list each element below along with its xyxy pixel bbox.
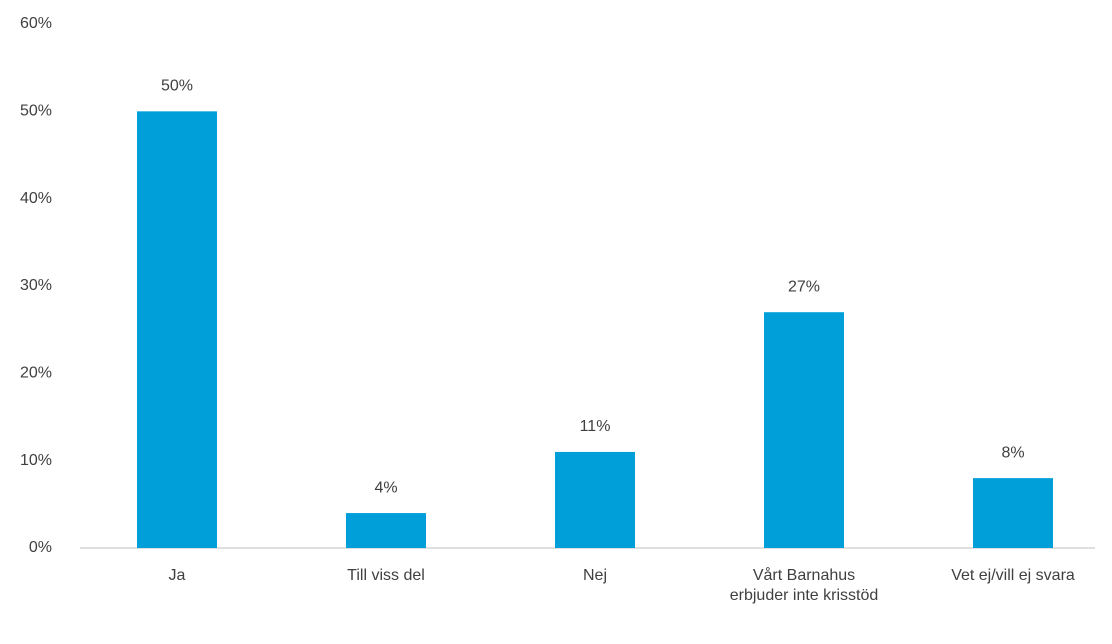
bar — [555, 451, 635, 548]
bar — [346, 513, 426, 548]
y-tick-label: 20% — [20, 365, 52, 382]
y-tick-label: 0% — [29, 539, 52, 556]
y-tick-label: 10% — [20, 452, 52, 469]
bar — [137, 111, 217, 548]
data-label: 27% — [788, 278, 820, 295]
x-tick-label: Nej — [582, 567, 607, 584]
bar — [764, 312, 844, 548]
x-tick-label: Till viss del — [347, 567, 425, 584]
x-tick-label: Vet ej/vill ej svara — [951, 567, 1075, 584]
data-label: 11% — [580, 418, 611, 435]
y-tick-label: 60% — [20, 15, 52, 32]
y-tick-label: 30% — [20, 277, 52, 294]
y-tick-label: 50% — [20, 103, 52, 120]
bar — [973, 478, 1053, 548]
data-label: 4% — [374, 479, 397, 496]
x-tick-label: Vårt Barnahus erbjuder inte krisstöd — [729, 567, 879, 604]
y-tick-label: 40% — [20, 190, 52, 207]
data-label: 50% — [161, 78, 193, 95]
x-tick-label: Ja — [168, 567, 186, 584]
data-label: 8% — [1001, 444, 1024, 461]
